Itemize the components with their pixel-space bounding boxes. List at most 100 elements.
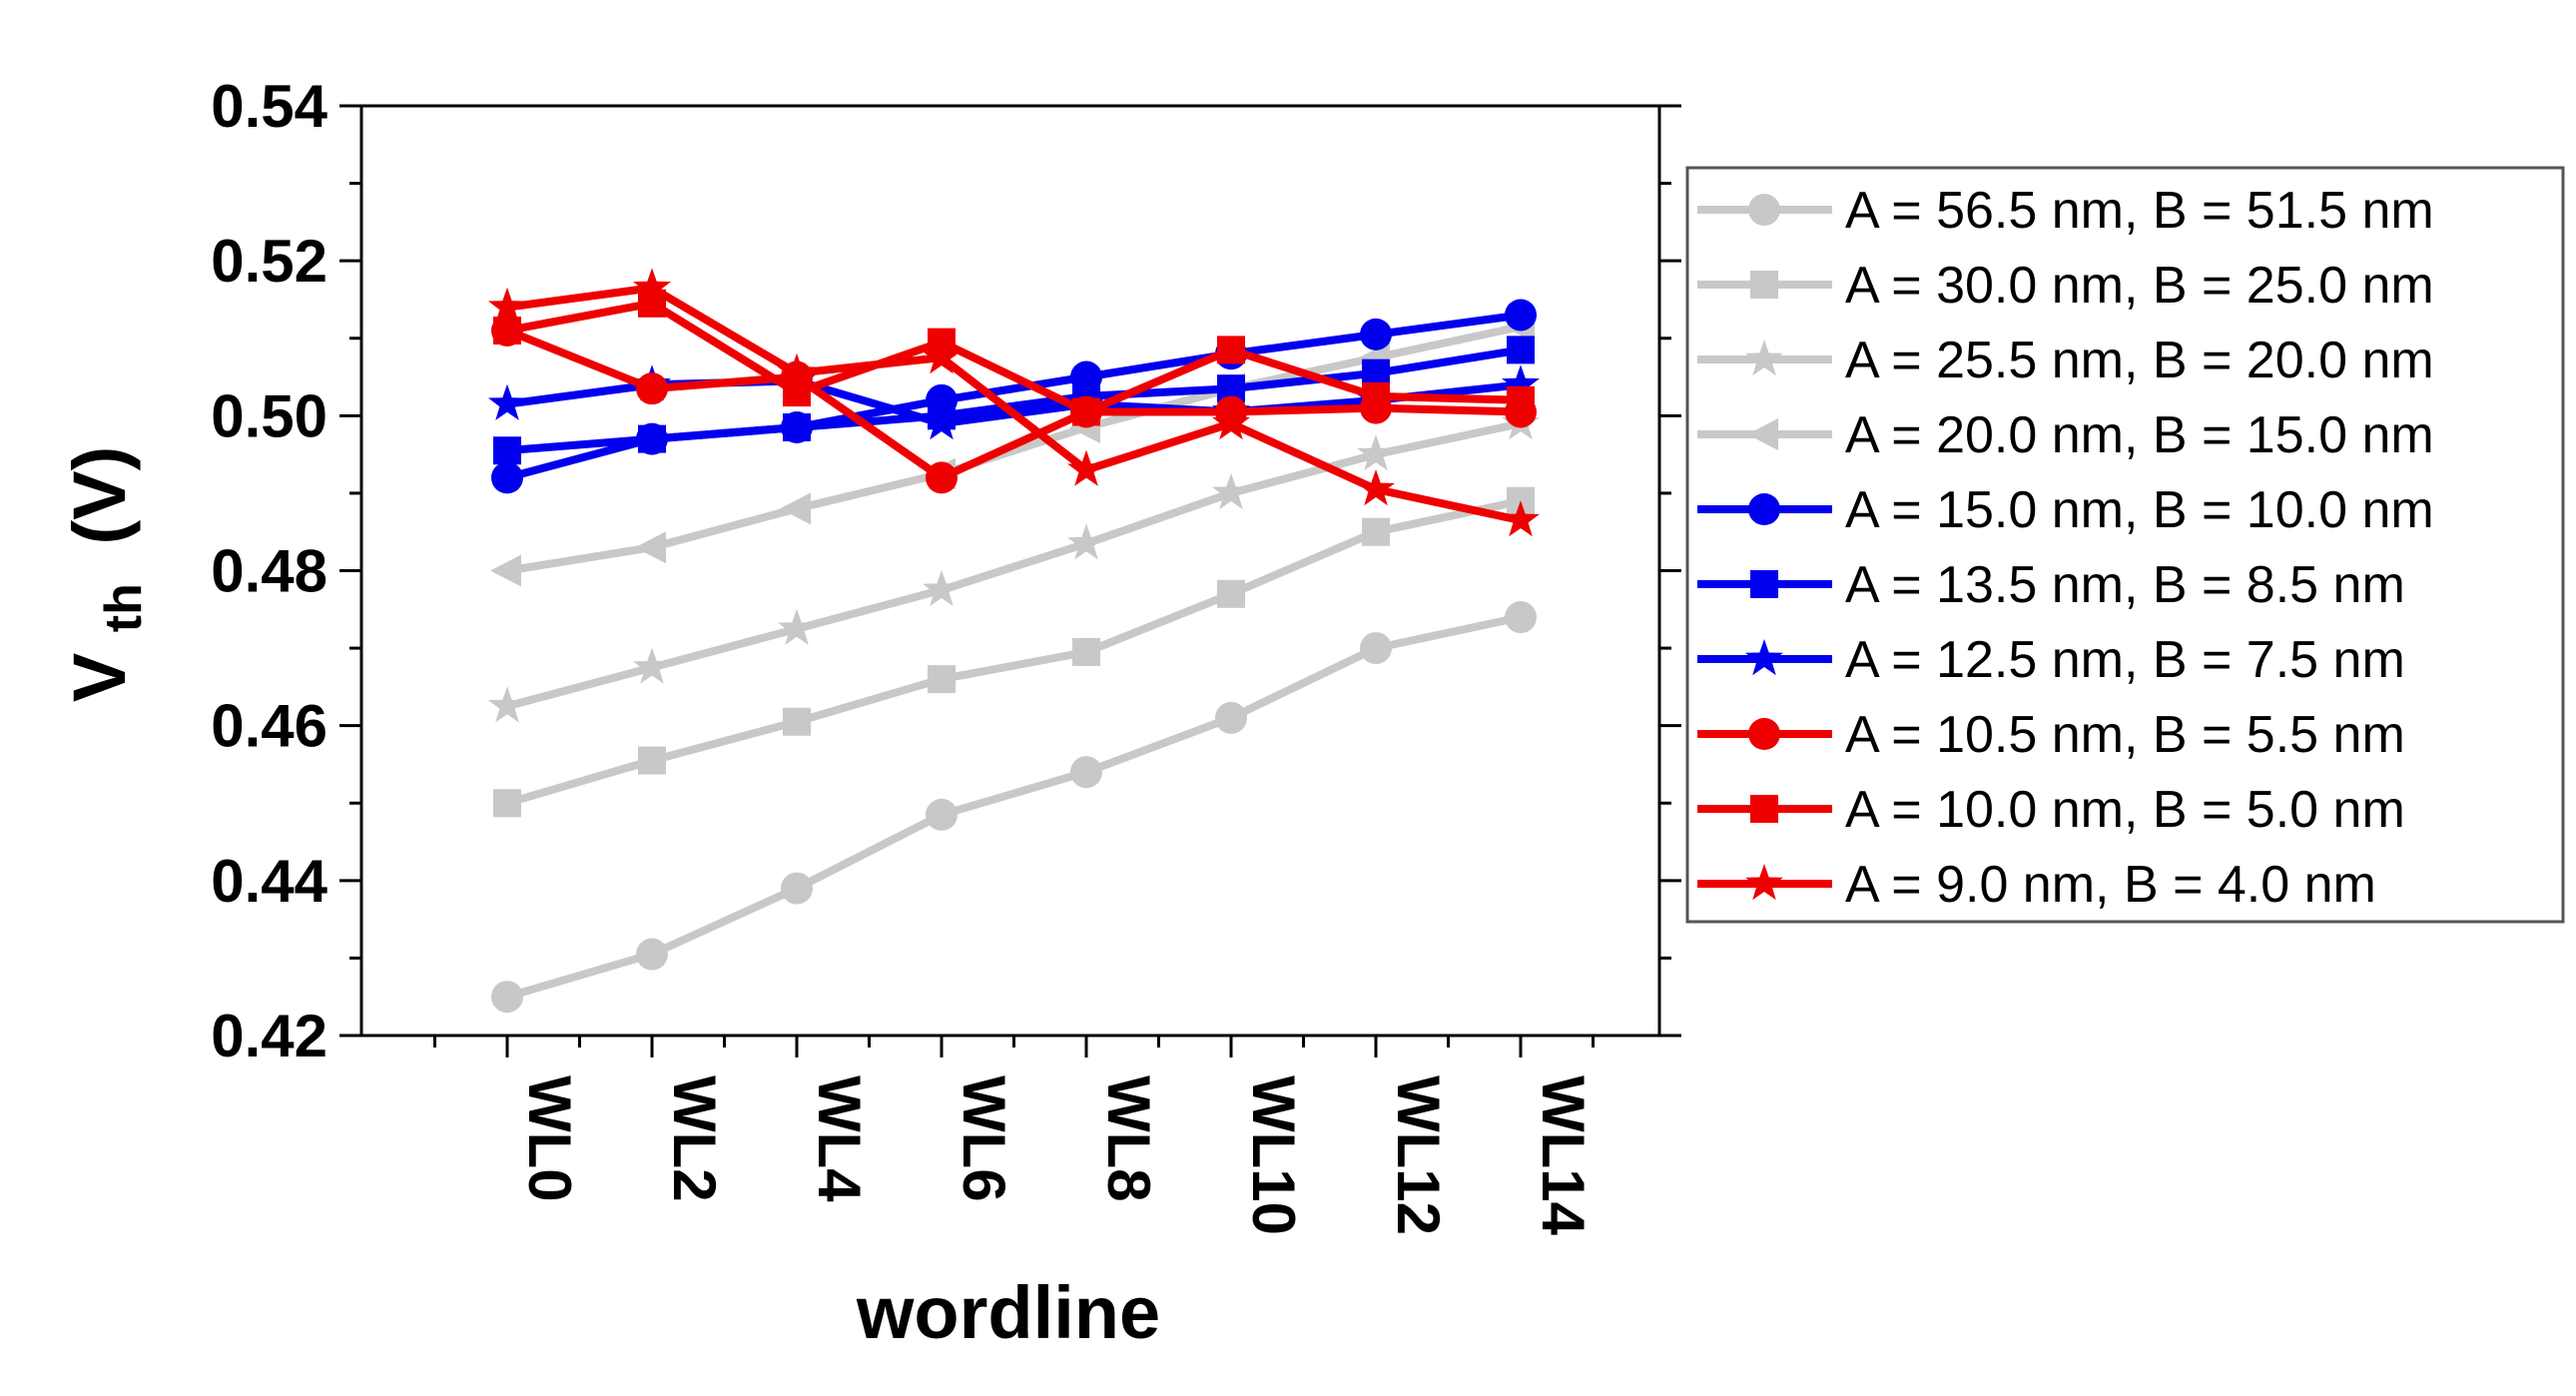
x-tick-label-2: WL4 [806, 1075, 873, 1202]
data-point-1-2 [783, 707, 811, 736]
data-point-7-1 [636, 372, 668, 405]
data-point-6-0 [488, 383, 526, 420]
series-9 [488, 268, 1540, 537]
x-tick-label-3: WL6 [951, 1075, 1017, 1202]
data-point-9-6 [1357, 469, 1395, 506]
legend-label-9: A = 9.0 nm, B = 4.0 nm [1845, 856, 2376, 914]
data-point-2-5 [1212, 472, 1250, 510]
legend-label-4: A = 15.0 nm, B = 10.0 nm [1845, 481, 2434, 539]
legend-entry-0: A = 56.5 nm, B = 51.5 nm [1697, 182, 2434, 240]
data-point-0-0 [491, 981, 523, 1014]
data-point-9-2 [778, 352, 816, 389]
data-point-4-0 [491, 461, 523, 494]
data-point-1-1 [638, 746, 666, 775]
legend-label-6: A = 12.5 nm, B = 7.5 nm [1845, 631, 2405, 689]
data-point-0-2 [781, 872, 813, 905]
data-point-8-7 [1507, 385, 1535, 414]
data-point-4-7 [1505, 299, 1537, 332]
x-tick-label-4: WL8 [1095, 1075, 1162, 1202]
data-point-0-4 [1070, 756, 1102, 789]
legend-entry-2: A = 25.5 nm, B = 20.0 nm [1697, 332, 2434, 389]
data-point-5-2 [783, 412, 811, 441]
legend-swatch-marker-7 [1748, 718, 1780, 750]
y-tick-label-3: 0.48 [211, 538, 327, 605]
data-point-2-3 [923, 569, 961, 607]
data-point-1-0 [493, 789, 521, 818]
y-axis-title: V th (V) [58, 446, 157, 702]
legend-swatch-marker-0 [1748, 194, 1780, 226]
data-point-9-0 [488, 287, 526, 324]
data-point-8-4 [1072, 397, 1100, 426]
data-point-2-1 [633, 647, 671, 684]
series-8 [493, 289, 1535, 426]
legend-label-2: A = 25.5 nm, B = 20.0 nm [1845, 332, 2434, 389]
data-point-5-1 [638, 424, 666, 453]
data-point-2-6 [1357, 434, 1395, 471]
data-point-8-6 [1362, 381, 1390, 410]
data-point-5-7 [1507, 336, 1535, 364]
legend-entry-6: A = 12.5 nm, B = 7.5 nm [1697, 631, 2405, 689]
legend-swatch-marker-9 [1745, 864, 1783, 901]
y-tick-label-1: 0.44 [211, 848, 327, 915]
data-point-4-6 [1360, 318, 1392, 350]
data-point-6-7 [1502, 364, 1540, 401]
legend-swatch-marker-1 [1750, 271, 1778, 299]
legend-swatch-marker-4 [1748, 493, 1780, 525]
data-point-2-4 [1067, 523, 1105, 560]
legend-swatch-marker-6 [1745, 639, 1783, 676]
legend-label-5: A = 13.5 nm, B = 8.5 nm [1845, 556, 2405, 614]
data-point-0-3 [926, 798, 958, 831]
data-point-8-2 [783, 378, 811, 407]
legend-entry-3: A = 20.0 nm, B = 15.0 nm [1697, 406, 2434, 464]
plot-area [488, 268, 1540, 1014]
data-point-9-1 [633, 268, 671, 305]
data-point-9-4 [1067, 449, 1105, 486]
series-line-1 [505, 496, 1522, 808]
data-point-3-1 [635, 531, 666, 564]
data-point-8-5 [1217, 336, 1245, 364]
legend-entry-7: A = 10.5 nm, B = 5.5 nm [1697, 706, 2405, 764]
axes: 0.42 0.44 0.46 0.48 0.50 0.52 0.54 WL0 WL2 WL4 WL6… [211, 73, 1681, 1236]
legend-entry-1: A = 30.0 nm, B = 25.0 nm [1697, 257, 2434, 315]
legend-label-0: A = 56.5 nm, B = 51.5 nm [1845, 182, 2434, 240]
y-tick-label-5: 0.52 [211, 228, 327, 295]
x-tick-label-7: WL14 [1530, 1075, 1597, 1236]
legend-label-1: A = 30.0 nm, B = 25.0 nm [1845, 257, 2434, 315]
legend-box [1685, 166, 2565, 924]
data-point-5-0 [493, 436, 521, 465]
data-point-2-2 [778, 608, 816, 645]
legend-swatch-marker-5 [1750, 570, 1778, 598]
legend-entry-5: A = 13.5 nm, B = 8.5 nm [1697, 556, 2405, 614]
y-axis-title-subscript: th [95, 583, 153, 632]
data-point-0-7 [1505, 601, 1537, 634]
legend-swatch-marker-3 [1747, 418, 1778, 450]
legend-entry-9: A = 9.0 nm, B = 4.0 nm [1697, 856, 2376, 914]
series-line-5 [506, 346, 1522, 455]
data-point-1-3 [928, 665, 956, 694]
y-tick-label-4: 0.50 [211, 382, 327, 449]
data-point-0-5 [1215, 701, 1247, 734]
legend-swatch-marker-8 [1750, 795, 1778, 823]
y-axis-title-main: V [58, 653, 141, 702]
data-point-2-0 [488, 686, 526, 723]
axis-labels: wordline V th (V) [58, 446, 1160, 1354]
legend-label-8: A = 10.0 nm, B = 5.0 nm [1845, 781, 2405, 839]
data-point-9-3 [923, 338, 961, 374]
data-point-7-3 [926, 461, 958, 494]
series-line-9 [506, 284, 1522, 525]
legend-label-3: A = 20.0 nm, B = 15.0 nm [1845, 406, 2434, 464]
data-point-6-3 [923, 403, 961, 440]
data-point-0-1 [636, 938, 668, 971]
series-line-7 [505, 327, 1522, 482]
data-point-0-6 [1360, 632, 1392, 665]
data-point-9-5 [1212, 403, 1250, 440]
data-point-1-6 [1362, 517, 1390, 546]
data-point-1-5 [1217, 579, 1245, 608]
x-axis-title: wordline [856, 1271, 1160, 1354]
y-tick-label-6: 0.54 [211, 73, 327, 140]
series-0 [491, 601, 1537, 1014]
series-line-0 [505, 613, 1522, 1002]
legend-label-7: A = 10.5 nm, B = 5.5 nm [1845, 706, 2405, 764]
data-point-9-7 [1502, 500, 1540, 537]
